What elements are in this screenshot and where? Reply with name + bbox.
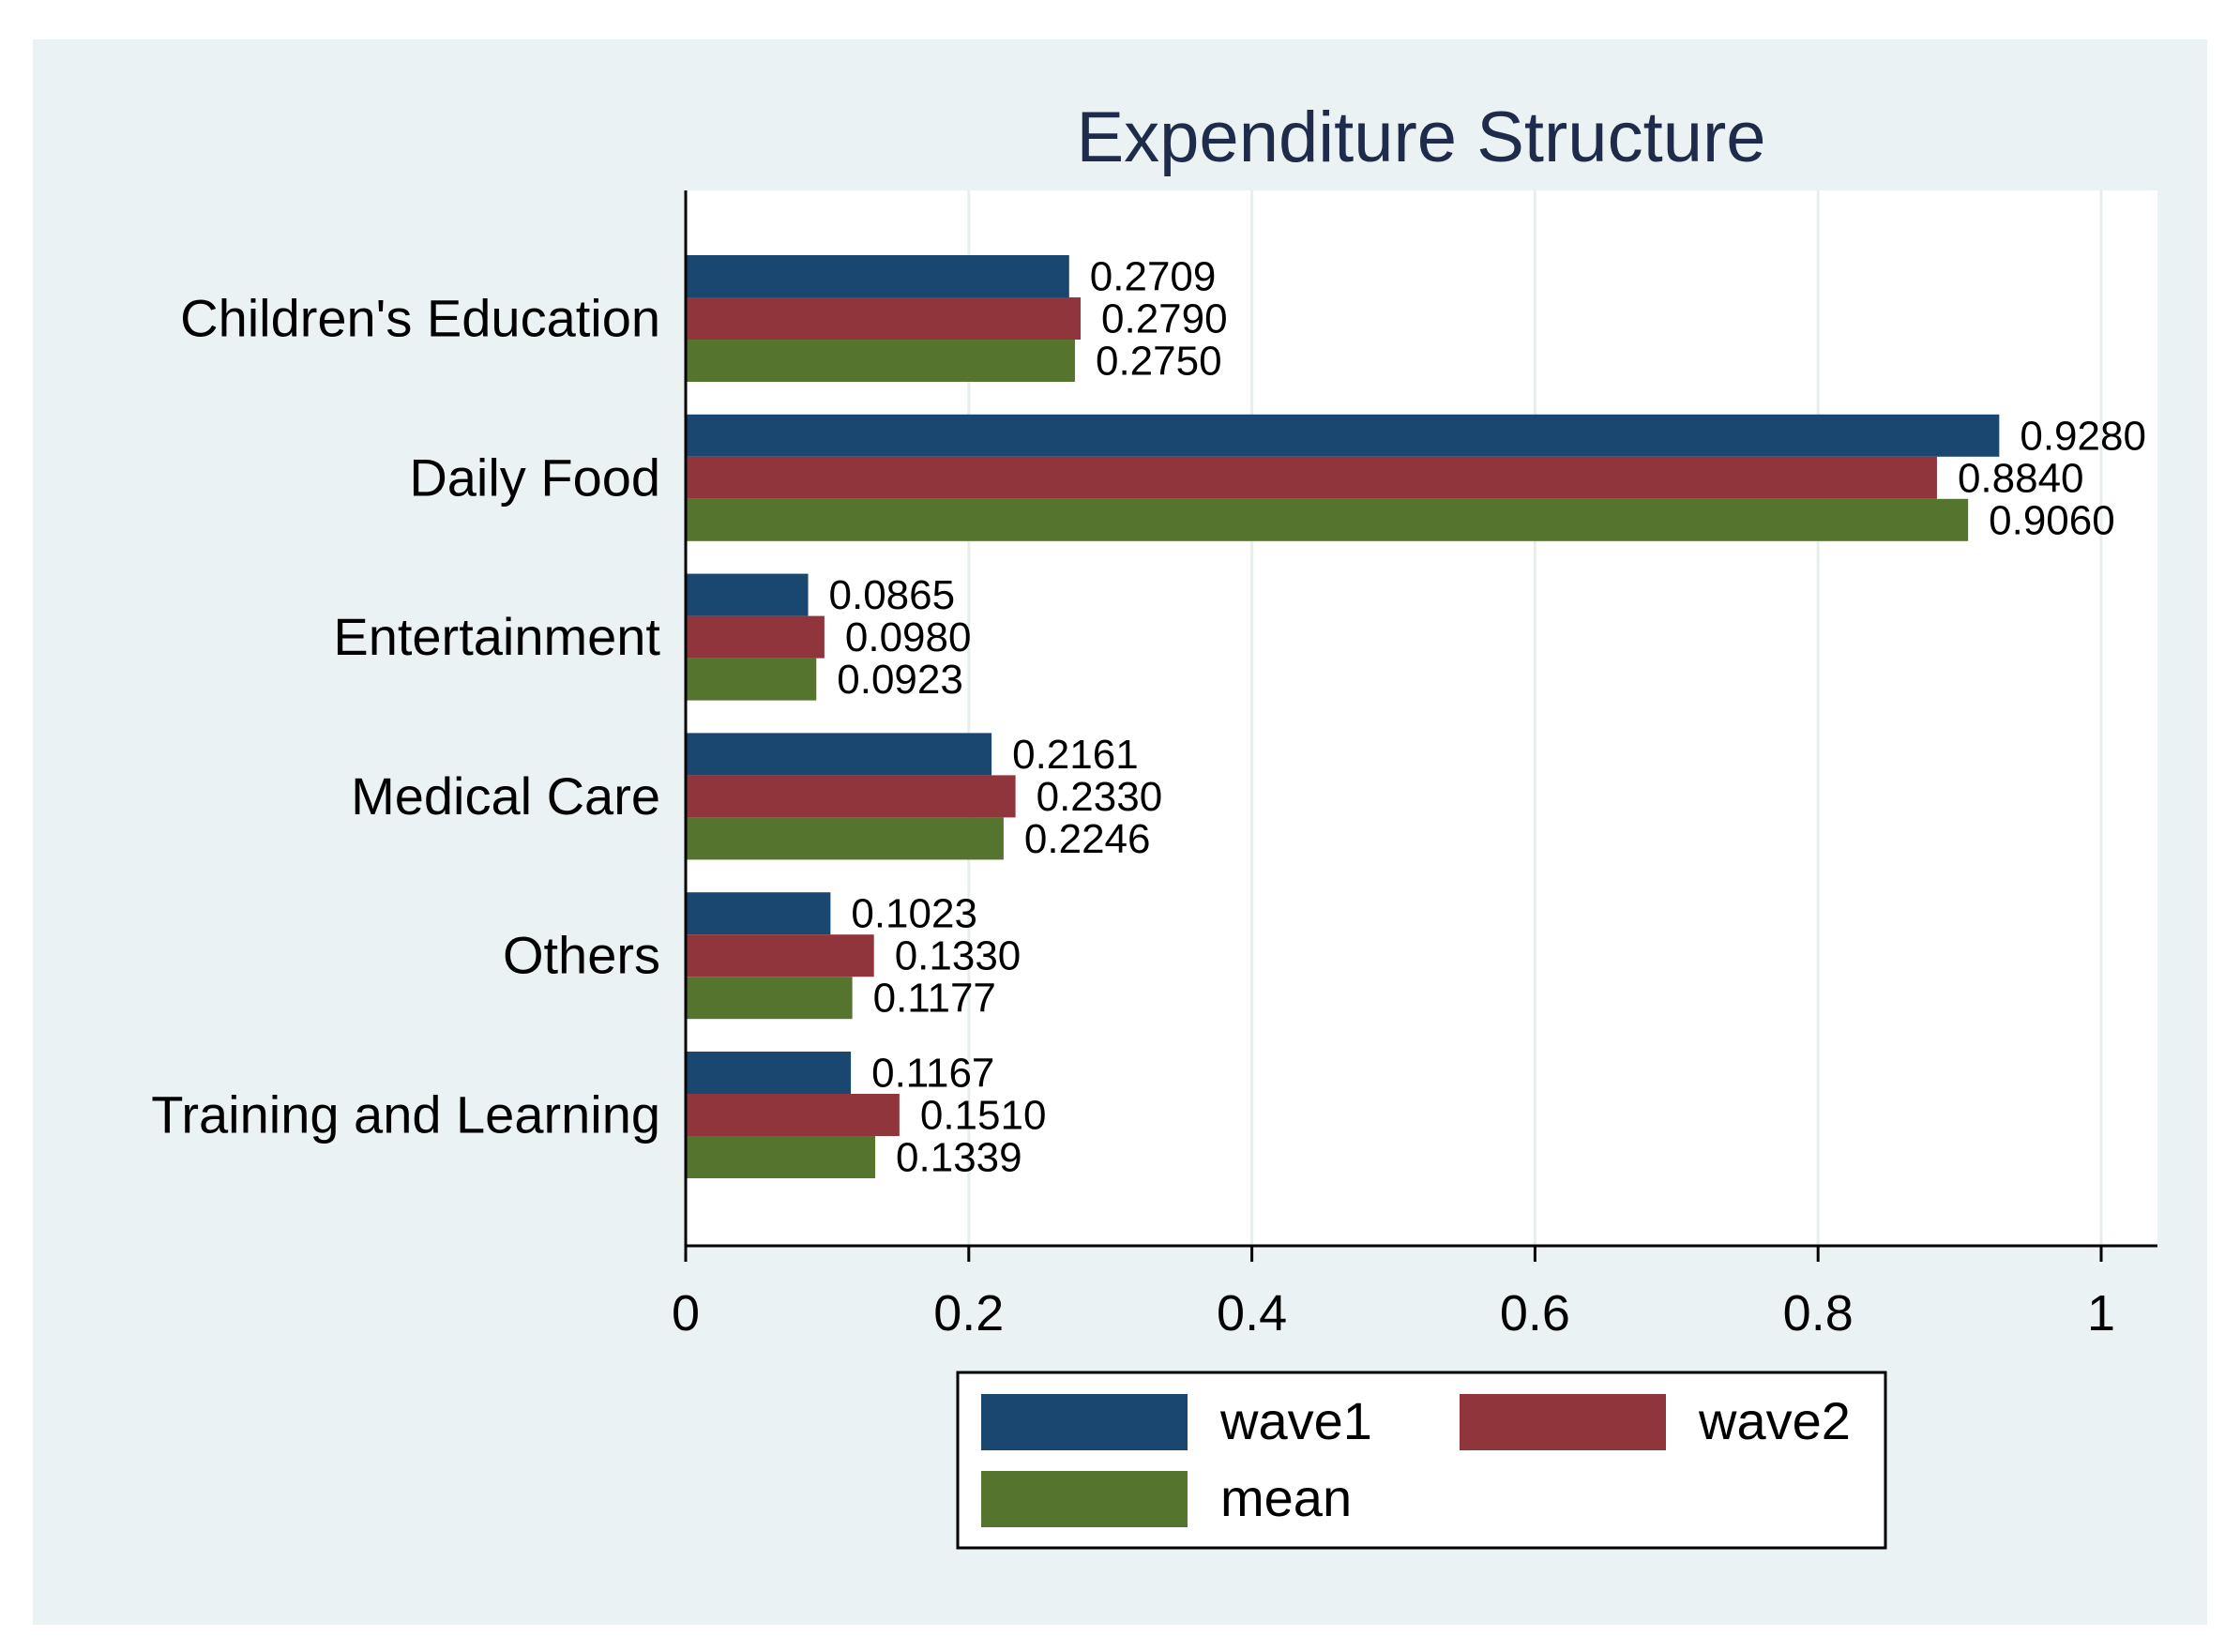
data-label: 0.1510	[920, 1093, 1047, 1139]
legend-label-wave1: wave1	[1219, 1391, 1372, 1450]
bar-mean	[686, 1136, 876, 1178]
data-label: 0.1339	[896, 1135, 1022, 1181]
bar-wave2	[686, 934, 874, 978]
bar-mean	[686, 658, 817, 701]
bar-mean	[686, 817, 1004, 860]
bar-wave1	[686, 733, 992, 776]
bar-wave2	[686, 1094, 900, 1136]
legend-swatch-wave2	[1460, 1394, 1666, 1450]
axes	[684, 190, 2157, 1248]
category-label: Training and Learning	[151, 1085, 660, 1144]
data-label: 0.1330	[895, 933, 1022, 979]
data-label: 0.0980	[845, 614, 972, 660]
bars	[686, 255, 2000, 1178]
x-tick-label: 0.2	[933, 1285, 1004, 1341]
bar-wave1	[686, 255, 1069, 297]
data-label: 0.2750	[1096, 339, 1222, 385]
data-label: 0.2246	[1024, 816, 1151, 862]
x-tick-label: 0	[672, 1285, 700, 1341]
chart-title: Expenditure Structure	[1076, 98, 1765, 177]
data-label: 0.1167	[871, 1051, 994, 1097]
data-label: 0.1023	[851, 891, 977, 937]
x-tick-labels: 0 0.2 0.4 0.6 0.8 1	[672, 1246, 2115, 1341]
legend-label-mean: mean	[1220, 1468, 1352, 1527]
bar-wave2	[686, 775, 1016, 818]
category-label: Daily Food	[409, 447, 660, 507]
bar-mean	[686, 498, 1969, 541]
bar-wave2	[686, 456, 1937, 499]
category-label: Others	[503, 926, 660, 985]
data-label: 0.2330	[1037, 774, 1163, 820]
category-label: Medical Care	[351, 766, 660, 826]
category-label: Children's Education	[180, 289, 660, 348]
bar-wave1	[686, 414, 2000, 457]
bar-mean	[686, 340, 1075, 382]
data-label: 0.2790	[1101, 296, 1228, 342]
data-label: 0.0865	[829, 572, 956, 618]
data-label: 0.2709	[1090, 254, 1217, 300]
category-labels: Children's Education Daily Food Entertainm…	[151, 289, 660, 1144]
legend: wave1 wave2 mean	[956, 1371, 1887, 1550]
data-label: 0.8840	[1958, 455, 2084, 501]
x-tick-label: 0.6	[1500, 1285, 1570, 1341]
data-label: 0.0923	[837, 657, 963, 703]
bar-wave2	[686, 297, 1082, 340]
legend-swatch-wave1	[981, 1394, 1188, 1450]
legend-swatch-mean	[981, 1471, 1188, 1527]
bar-wave2	[686, 615, 825, 659]
data-label: 0.1177	[873, 976, 996, 1022]
bar-wave1	[686, 573, 809, 616]
data-label: 0.9060	[1989, 497, 2115, 543]
x-tick-label: 0.4	[1217, 1285, 1287, 1341]
data-label: 0.9280	[2020, 413, 2146, 459]
legend-label-wave2: wave2	[1698, 1391, 1851, 1450]
bar-wave1	[686, 892, 831, 935]
category-label: Entertainment	[333, 607, 660, 666]
x-tick-label: 1	[2087, 1285, 2115, 1341]
x-tick-label: 0.8	[1783, 1285, 1854, 1341]
data-label: 0.2161	[1012, 732, 1139, 778]
bar-wave1	[686, 1052, 852, 1094]
bar-mean	[686, 977, 853, 1020]
